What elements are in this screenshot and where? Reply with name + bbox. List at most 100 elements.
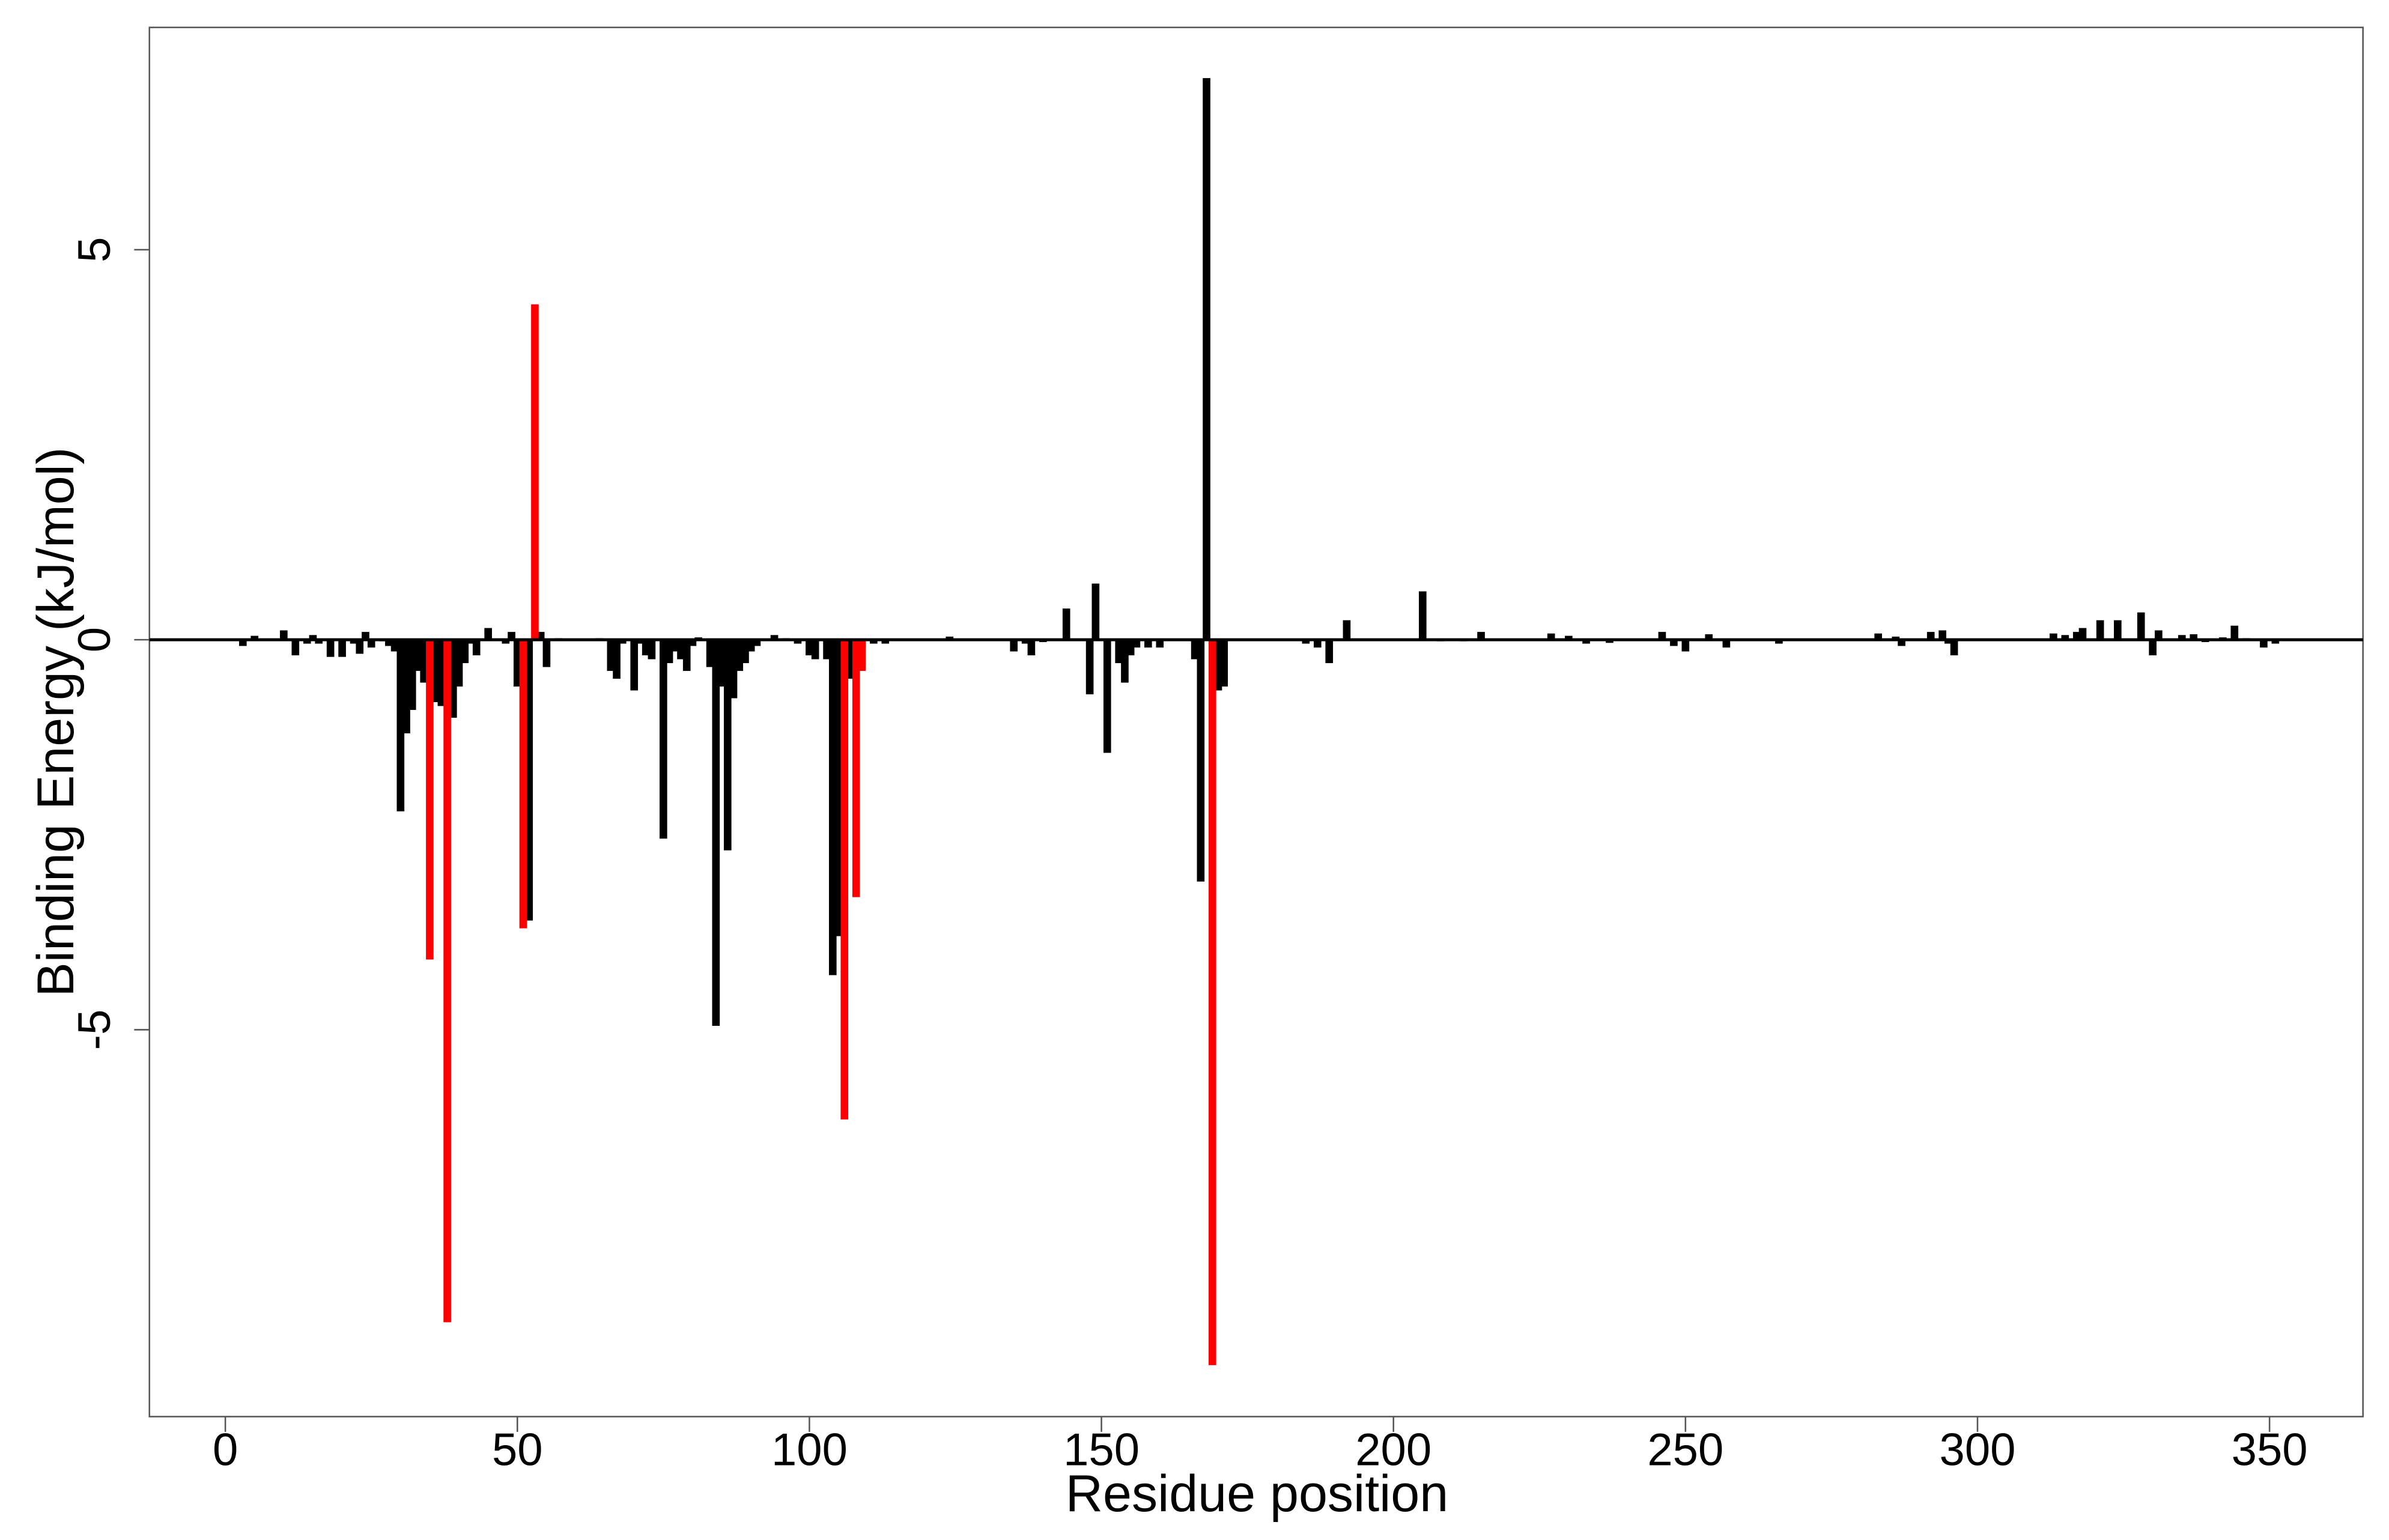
bar (1203, 78, 1210, 640)
bar (846, 640, 854, 679)
bar (280, 630, 288, 640)
x-tick-label: 350 (2232, 1425, 2308, 1476)
bar (618, 640, 627, 644)
bar (642, 640, 650, 656)
bar (682, 640, 691, 671)
bar (770, 635, 779, 640)
bar (350, 640, 358, 644)
bar (1103, 640, 1111, 753)
bar (2096, 620, 2104, 640)
bar (402, 640, 410, 733)
bar (2072, 632, 2081, 640)
bar (1705, 634, 1713, 640)
bar (806, 640, 813, 656)
bar (706, 640, 714, 667)
bar (671, 640, 679, 652)
bar (1126, 640, 1135, 656)
bar (1208, 640, 1216, 1365)
bar (536, 632, 545, 640)
bar (1944, 640, 1952, 644)
bar (531, 304, 539, 640)
bar (2114, 620, 2122, 640)
bar (688, 640, 697, 646)
bar (607, 640, 615, 671)
bar (467, 640, 475, 644)
bar (414, 640, 422, 671)
bar (1115, 640, 1123, 664)
bar (2050, 633, 2057, 640)
bar (1892, 636, 1900, 640)
bar (747, 640, 755, 652)
x-tick-label: 150 (1063, 1425, 1140, 1476)
bar (356, 640, 364, 654)
bar (1085, 640, 1094, 695)
bar (1950, 640, 1958, 656)
bar (1582, 640, 1590, 644)
bar (542, 640, 551, 667)
bar (729, 640, 738, 699)
bar (437, 640, 446, 706)
bar (1191, 640, 1199, 659)
bar (858, 640, 866, 671)
bar (525, 640, 533, 921)
bar (367, 640, 375, 648)
bar (735, 640, 744, 671)
bar (1325, 640, 1334, 664)
bar (396, 640, 405, 811)
bar (1418, 591, 1427, 640)
bar (385, 640, 393, 646)
bar (455, 640, 463, 687)
x-tick-label: 50 (492, 1425, 543, 1476)
bar (420, 640, 428, 683)
bar (338, 640, 346, 657)
x-tick-label: 250 (1647, 1425, 1723, 1476)
bar (1121, 640, 1129, 683)
bar (431, 640, 440, 702)
bar (648, 640, 656, 659)
x-axis-label: Residue position (1066, 1465, 1448, 1523)
bar (630, 640, 639, 691)
bar (362, 632, 369, 640)
bar (712, 640, 720, 1026)
bar (519, 640, 527, 929)
bar (408, 640, 416, 710)
bar (946, 636, 954, 640)
bar (1302, 640, 1310, 644)
bar (1775, 640, 1783, 644)
bar (1132, 640, 1141, 648)
bar (472, 640, 481, 656)
bar (1343, 620, 1351, 640)
plot-frame (148, 26, 2364, 1417)
bar (1477, 632, 1485, 640)
bar (1021, 640, 1030, 644)
bar (1010, 640, 1018, 652)
bar (315, 640, 323, 644)
bar (840, 640, 849, 1120)
bar (811, 640, 819, 659)
bar (881, 640, 890, 644)
bar (1144, 640, 1152, 648)
bar (326, 640, 335, 657)
x-tick-label: 0 (213, 1425, 238, 1476)
bar (1658, 632, 1666, 640)
bar (1547, 633, 1555, 640)
bar (1313, 640, 1322, 648)
bar (443, 640, 451, 1323)
bar (2190, 634, 2198, 640)
bar (1214, 640, 1222, 691)
x-tick-label: 300 (1940, 1425, 2016, 1476)
bar (794, 640, 802, 644)
bar (834, 640, 843, 936)
bar (1874, 633, 1883, 640)
bar (718, 640, 726, 687)
bar (1156, 640, 1164, 648)
y-tick-label: 0 (69, 627, 120, 652)
bar (823, 640, 831, 659)
x-tick-label: 100 (771, 1425, 848, 1476)
bar (1197, 640, 1205, 882)
bar (513, 640, 521, 687)
bar (1062, 608, 1070, 640)
bar (1722, 640, 1731, 648)
y-tick-label: 5 (69, 237, 120, 262)
